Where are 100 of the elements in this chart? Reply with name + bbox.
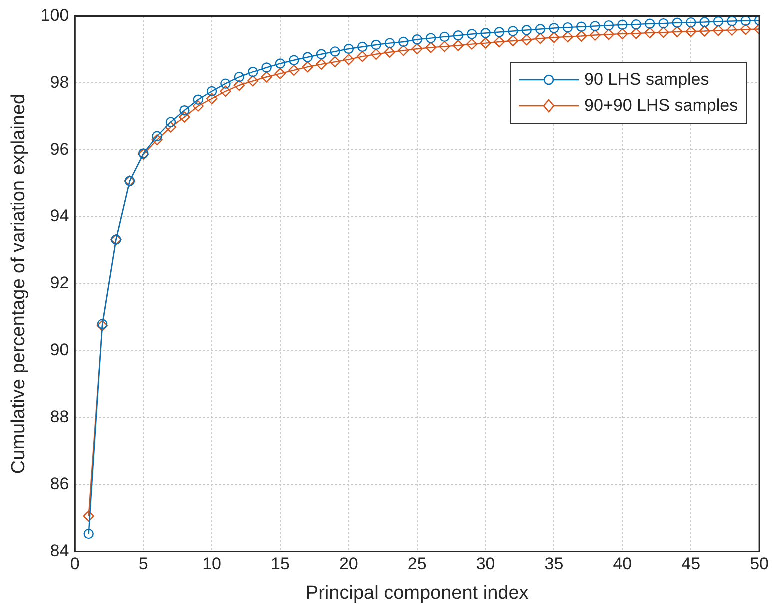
point bbox=[494, 36, 506, 48]
point bbox=[467, 29, 478, 40]
point bbox=[193, 94, 204, 105]
point bbox=[686, 17, 696, 28]
point bbox=[590, 30, 601, 41]
point bbox=[535, 24, 546, 34]
x-tick-label: 5 bbox=[138, 554, 148, 574]
point bbox=[384, 46, 396, 58]
point bbox=[672, 18, 683, 28]
point bbox=[84, 528, 94, 540]
x-tick-label: 35 bbox=[544, 554, 564, 574]
point bbox=[179, 112, 190, 123]
point bbox=[220, 86, 232, 98]
point bbox=[644, 27, 656, 39]
point bbox=[522, 25, 532, 36]
x-tick-label: 0 bbox=[70, 554, 80, 574]
point bbox=[344, 44, 354, 54]
y-tick-label: 84 bbox=[50, 541, 70, 560]
x-tick-label: 40 bbox=[613, 554, 632, 574]
x-tick-label: 50 bbox=[750, 554, 770, 574]
point bbox=[384, 38, 396, 48]
legend-label: 90 LHS samples bbox=[584, 69, 710, 92]
x-tick-label: 45 bbox=[682, 554, 701, 574]
y-tick-label: 96 bbox=[50, 140, 70, 159]
y-tick-label: 86 bbox=[50, 474, 70, 494]
point bbox=[357, 51, 368, 62]
point bbox=[275, 58, 286, 69]
legend-label: 90+90 LHS samples bbox=[584, 95, 738, 118]
x-axis-title: Principal component index bbox=[306, 582, 530, 604]
point bbox=[740, 24, 752, 36]
point bbox=[206, 86, 218, 97]
point bbox=[727, 16, 738, 26]
point bbox=[248, 76, 259, 87]
point bbox=[630, 28, 642, 40]
point bbox=[576, 30, 588, 42]
point bbox=[521, 34, 532, 46]
x-tick-label: 15 bbox=[271, 554, 290, 574]
point bbox=[699, 26, 710, 37]
point bbox=[603, 29, 615, 40]
point bbox=[480, 38, 492, 49]
point bbox=[152, 134, 163, 146]
point bbox=[302, 61, 314, 73]
point bbox=[316, 49, 327, 60]
point bbox=[370, 48, 382, 60]
point bbox=[358, 42, 368, 52]
x-tick-label: 10 bbox=[202, 554, 222, 574]
point bbox=[631, 19, 642, 30]
point bbox=[453, 30, 464, 41]
point bbox=[644, 18, 656, 29]
point bbox=[371, 40, 382, 50]
point bbox=[152, 131, 162, 142]
point bbox=[590, 21, 600, 32]
point bbox=[274, 68, 286, 80]
point bbox=[165, 122, 177, 133]
y-tick-label: 98 bbox=[50, 72, 70, 92]
point bbox=[234, 72, 245, 82]
point bbox=[248, 67, 258, 78]
point bbox=[289, 55, 300, 66]
point bbox=[562, 22, 574, 33]
point bbox=[425, 42, 437, 54]
y-tick-label: 90 bbox=[50, 340, 70, 360]
point bbox=[83, 510, 94, 522]
point bbox=[426, 33, 436, 44]
point bbox=[439, 41, 450, 52]
point bbox=[686, 26, 697, 38]
point bbox=[440, 32, 450, 42]
point bbox=[343, 54, 355, 66]
point bbox=[508, 26, 518, 36]
point bbox=[740, 16, 751, 26]
point bbox=[672, 26, 684, 38]
point bbox=[288, 64, 300, 76]
point bbox=[576, 22, 587, 32]
point bbox=[713, 16, 724, 27]
point bbox=[330, 46, 340, 57]
point bbox=[316, 58, 328, 70]
point bbox=[412, 43, 423, 55]
point bbox=[398, 45, 410, 56]
point bbox=[618, 20, 628, 30]
x-tick-label: 20 bbox=[339, 554, 358, 574]
x-tick-label: 30 bbox=[476, 554, 496, 574]
point bbox=[658, 27, 670, 38]
point bbox=[658, 18, 669, 29]
point bbox=[617, 28, 628, 40]
point bbox=[548, 32, 560, 44]
point bbox=[412, 34, 422, 45]
point bbox=[220, 78, 231, 89]
point bbox=[302, 52, 313, 62]
point bbox=[206, 93, 218, 104]
y-tick-label: 92 bbox=[50, 274, 70, 293]
point bbox=[562, 31, 574, 43]
point bbox=[192, 100, 204, 112]
point bbox=[549, 23, 560, 34]
point bbox=[261, 72, 272, 83]
point bbox=[494, 27, 505, 38]
point bbox=[166, 117, 176, 128]
point bbox=[726, 24, 738, 36]
point bbox=[700, 17, 710, 28]
point bbox=[508, 35, 519, 47]
y-tick-label: 100 bbox=[40, 6, 70, 25]
point bbox=[480, 28, 491, 38]
